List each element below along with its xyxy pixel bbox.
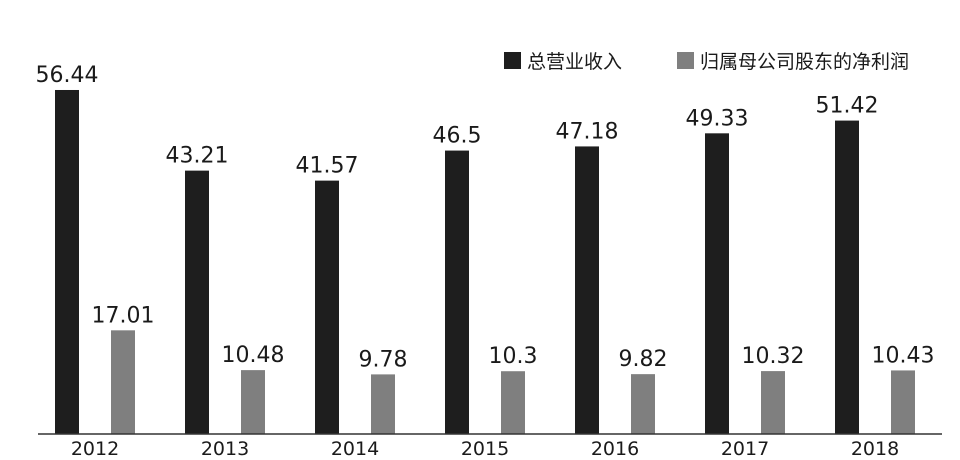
value-label-net-profit-2012: 17.01 bbox=[92, 303, 155, 328]
bar-revenue-2014 bbox=[315, 180, 339, 434]
value-label-revenue-2018: 51.42 bbox=[816, 94, 879, 119]
bar-net-profit-2014 bbox=[371, 374, 395, 434]
bar-revenue-2018 bbox=[835, 120, 859, 434]
bar-net-profit-2012 bbox=[111, 330, 135, 434]
x-tick-labels: 2012 2013 2014 2015 2016 2017 2018 bbox=[71, 438, 899, 460]
bar-revenue-2017 bbox=[705, 133, 729, 434]
value-label-net-profit-2018: 10.43 bbox=[872, 343, 935, 368]
bar-net-profit-2018 bbox=[891, 370, 915, 434]
bars-layer bbox=[55, 89, 915, 435]
bar-net-profit-2016 bbox=[631, 374, 655, 434]
value-label-net-profit-2014: 9.78 bbox=[359, 347, 408, 372]
value-label-net-profit-2015: 10.3 bbox=[489, 344, 538, 369]
value-label-net-profit-2017: 10.32 bbox=[742, 344, 805, 369]
bar-revenue-2012 bbox=[55, 89, 79, 434]
x-tick-2017: 2017 bbox=[721, 438, 769, 460]
legend: 总营业收入 归属母公司股东的净利润 bbox=[504, 51, 909, 73]
bar-net-profit-2013 bbox=[241, 370, 265, 434]
value-label-revenue-2016: 47.18 bbox=[556, 119, 619, 144]
bar-revenue-2015 bbox=[445, 150, 469, 435]
bar-revenue-2013 bbox=[185, 170, 209, 434]
x-tick-2012: 2012 bbox=[71, 438, 119, 460]
value-label-revenue-2017: 49.33 bbox=[686, 106, 749, 131]
value-label-net-profit-2013: 10.48 bbox=[222, 343, 285, 368]
legend-swatch-net-profit bbox=[677, 52, 694, 69]
bar-net-profit-2017 bbox=[761, 371, 785, 434]
legend-label-net-profit: 归属母公司股东的净利润 bbox=[700, 51, 909, 73]
x-tick-2016: 2016 bbox=[591, 438, 639, 460]
value-label-revenue-2015: 46.5 bbox=[433, 124, 482, 149]
value-label-revenue-2014: 41.57 bbox=[296, 154, 359, 179]
value-label-net-profit-2016: 9.82 bbox=[619, 347, 668, 372]
x-tick-2018: 2018 bbox=[851, 438, 899, 460]
bar-revenue-2016 bbox=[575, 146, 599, 434]
x-tick-2015: 2015 bbox=[461, 438, 509, 460]
legend-label-revenue: 总营业收入 bbox=[527, 51, 622, 73]
x-tick-2013: 2013 bbox=[201, 438, 249, 460]
value-label-revenue-2013: 43.21 bbox=[166, 144, 229, 169]
legend-swatch-revenue bbox=[504, 52, 521, 69]
value-label-revenue-2012: 56.44 bbox=[36, 63, 99, 88]
x-tick-2014: 2014 bbox=[331, 438, 379, 460]
bar-net-profit-2015 bbox=[501, 371, 525, 434]
value-labels-layer: 56.44 17.01 43.21 10.48 41.57 9.78 46.5 10.3 47.… bbox=[36, 63, 935, 372]
